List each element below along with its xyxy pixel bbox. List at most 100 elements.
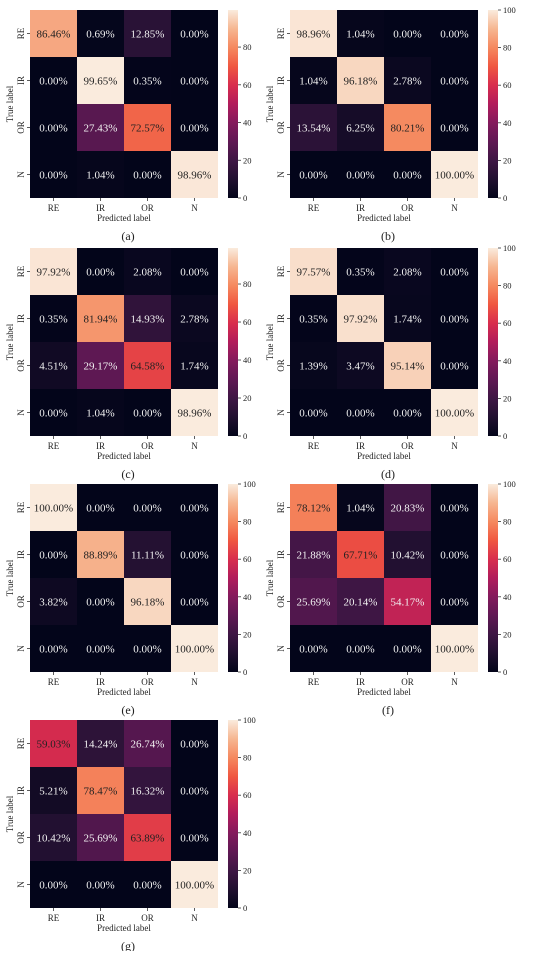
heatmap-cell <box>124 767 171 814</box>
cell-value-label: 81.94% <box>84 314 118 326</box>
cell-value-label: 59.03% <box>37 739 71 751</box>
colorbar-tick-label: 40 <box>243 355 252 365</box>
cell-value-label: 99.65% <box>84 76 118 88</box>
x-tick-label: IR <box>356 203 365 213</box>
heatmap-cell <box>124 57 171 104</box>
heatmap-cell <box>30 484 77 531</box>
x-axis-label: Predicted label <box>357 213 411 223</box>
colorbar-tick-label: 80 <box>243 279 252 289</box>
y-tick-label: RE <box>276 265 286 277</box>
y-tick-label: N <box>276 645 286 652</box>
heatmap-cell <box>171 151 218 198</box>
x-axis-label: Predicted label <box>97 451 151 461</box>
colorbar-tick-label: 20 <box>503 629 512 639</box>
y-tick-label: RE <box>16 27 26 39</box>
heatmap-cell <box>77 151 124 198</box>
heatmap-cell <box>290 295 337 342</box>
cell-value-label: 26.74% <box>131 739 165 751</box>
cell-value-label: 100.00% <box>435 644 474 656</box>
heatmap-cell <box>124 861 171 908</box>
colorbar-tick-label: 60 <box>503 318 512 328</box>
colorbar-tick-label: 100 <box>503 243 516 253</box>
cell-value-label: 1.04% <box>346 29 374 41</box>
heatmap-cell <box>431 531 478 578</box>
y-axis-label: True label <box>5 795 15 832</box>
heatmap-cell <box>337 342 384 389</box>
heatmap-cell <box>124 578 171 625</box>
cell-value-label: 80.21% <box>391 123 425 135</box>
heatmap-cell <box>77 295 124 342</box>
cell-value-label: 0.00% <box>440 123 468 135</box>
heatmap-cell <box>124 10 171 57</box>
cell-value-label: 1.04% <box>86 170 114 182</box>
heatmap-cell <box>290 531 337 578</box>
y-tick-label: OR <box>16 121 26 134</box>
cell-value-label: 63.89% <box>131 833 165 845</box>
cell-value-label: 12.85% <box>131 29 165 41</box>
x-tick-label: RE <box>48 677 60 687</box>
cell-value-label: 0.00% <box>180 123 208 135</box>
cell-value-label: 1.04% <box>299 76 327 88</box>
colorbar <box>228 720 238 908</box>
cell-value-label: 0.00% <box>180 550 208 562</box>
colorbar-tick-label: 60 <box>243 317 252 327</box>
heatmap-cell <box>290 104 337 151</box>
cell-value-label: 97.57% <box>297 267 331 279</box>
heatmap-cell <box>290 10 337 57</box>
heatmap-cell <box>384 57 431 104</box>
x-tick-label: RE <box>308 441 320 451</box>
cell-value-label: 0.35% <box>299 314 327 326</box>
cell-value-label: 2.08% <box>133 267 161 279</box>
heatmap-cell <box>124 151 171 198</box>
y-tick-label: IR <box>16 786 26 795</box>
heatmap-cell <box>431 10 478 57</box>
cell-value-label: 4.51% <box>39 361 67 373</box>
colorbar-tick-label: 20 <box>243 865 252 875</box>
heatmap-cell <box>30 104 77 151</box>
heatmap-cell <box>171 104 218 151</box>
heatmap-cell <box>337 10 384 57</box>
cell-value-label: 86.46% <box>37 29 71 41</box>
heatmap-cell <box>77 342 124 389</box>
colorbar-tick-label: 40 <box>503 592 512 602</box>
cell-value-label: 0.00% <box>346 170 374 182</box>
cell-value-label: 0.00% <box>393 408 421 420</box>
cell-value-label: 0.00% <box>133 170 161 182</box>
x-tick-label: N <box>451 441 458 451</box>
heatmap-cell <box>30 295 77 342</box>
cell-value-label: 11.11% <box>131 550 164 562</box>
heatmap-cell <box>171 10 218 57</box>
x-tick-label: IR <box>96 913 105 923</box>
x-tick-label: OR <box>141 203 154 213</box>
colorbar-tick-label: 80 <box>243 42 252 52</box>
heatmap-cell <box>431 104 478 151</box>
heatmap-cell <box>431 578 478 625</box>
colorbar-tick-label: 20 <box>503 155 512 165</box>
cell-value-label: 0.35% <box>346 267 374 279</box>
colorbar-tick-label: 20 <box>243 155 252 165</box>
heatmap-cell <box>30 248 77 295</box>
cell-value-label: 0.00% <box>39 123 67 135</box>
panel-caption: (b) <box>381 229 395 243</box>
cell-value-label: 21.88% <box>297 550 331 562</box>
y-tick-label: IR <box>276 314 286 323</box>
cell-value-label: 0.00% <box>133 880 161 892</box>
heatmap-cell <box>431 342 478 389</box>
x-tick-label: RE <box>48 913 60 923</box>
x-tick-label: N <box>191 677 198 687</box>
colorbar-tick-label: 100 <box>503 5 516 15</box>
colorbar-tick-label: 80 <box>243 517 252 527</box>
heatmap-cell <box>384 389 431 436</box>
cell-value-label: 14.93% <box>131 314 165 326</box>
x-tick-label: OR <box>141 677 154 687</box>
y-tick-label: OR <box>16 359 26 372</box>
colorbar-tick-label: 20 <box>243 629 252 639</box>
heatmap-cell <box>384 625 431 672</box>
panel-caption: (c) <box>121 467 134 481</box>
cell-value-label: 0.00% <box>86 880 114 892</box>
colorbar-tick-label: 40 <box>243 592 252 602</box>
cell-value-label: 0.00% <box>39 550 67 562</box>
cell-value-label: 78.47% <box>84 786 118 798</box>
cell-value-label: 5.21% <box>39 786 67 798</box>
cell-value-label: 2.08% <box>393 267 421 279</box>
